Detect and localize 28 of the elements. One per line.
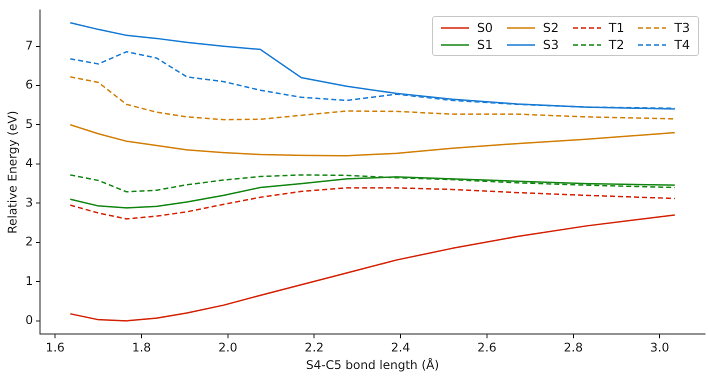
- line-series: [70, 76, 676, 120]
- y-axis-title: Relative Energy (eV): [5, 110, 20, 234]
- legend-label: S0: [477, 20, 493, 36]
- x-tick-label: 2.2: [304, 340, 324, 355]
- x-tick-label: 2.8: [564, 340, 583, 355]
- x-tick-label: 2.0: [218, 340, 238, 355]
- y-tick-label: 6: [25, 78, 34, 92]
- y-tick-label: 4: [25, 156, 34, 170]
- legend-label: T3: [674, 20, 690, 36]
- legend-label: T4: [674, 37, 690, 52]
- x-tick-label: 2.4: [391, 340, 410, 355]
- x-tick-label: 2.6: [477, 340, 496, 355]
- x-tick-label: 1.6: [46, 340, 65, 355]
- y-tick-label: 2: [25, 234, 34, 249]
- legend-label: S3: [542, 37, 559, 52]
- legend-label: S1: [477, 37, 493, 52]
- line-series: [70, 187, 676, 220]
- x-tick-label: 3.0: [650, 340, 670, 355]
- x-axis-title: S4-C5 bond length (Å): [306, 356, 440, 372]
- y-tick-label: 3: [25, 195, 34, 210]
- x-tick-label: 1.8: [132, 340, 152, 355]
- legend-label: S2: [542, 20, 559, 36]
- y-tick-label: 7: [25, 38, 34, 52]
- y-tick-label: 0: [25, 312, 34, 327]
- legend-label: T1: [608, 20, 624, 36]
- y-tick-label: 5: [25, 116, 34, 131]
- legend-label: T2: [608, 37, 624, 52]
- y-tick-label: 1: [25, 274, 34, 288]
